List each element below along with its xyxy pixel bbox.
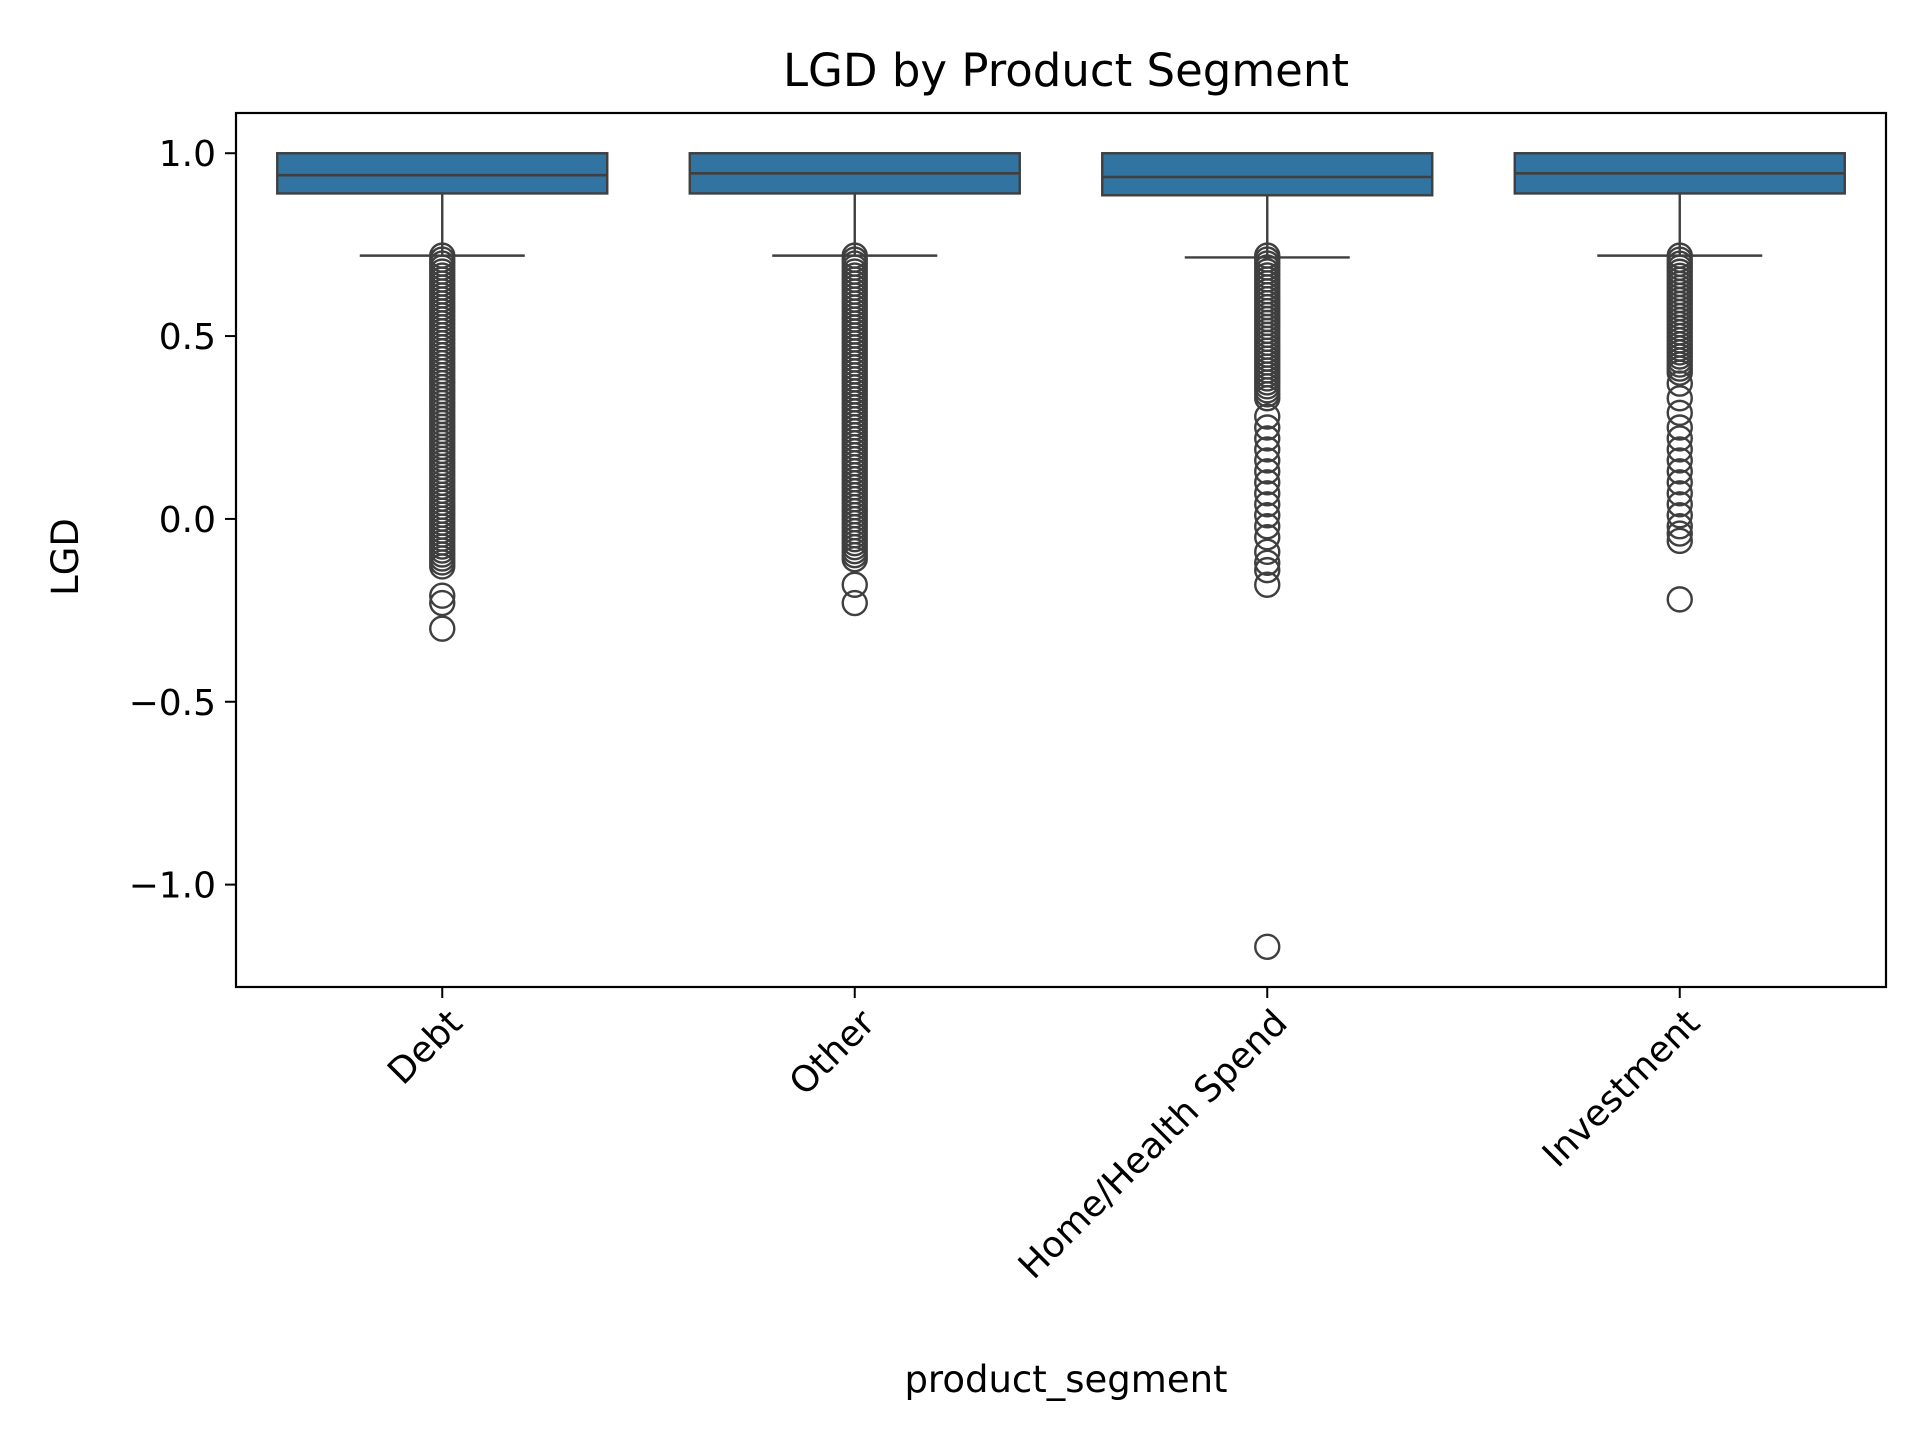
outlier-point [1666,480,1693,507]
outlier-point [1666,502,1693,529]
y-tick-label: 0.5 [159,317,216,358]
outlier-point [1254,480,1281,507]
outlier-point [1254,425,1281,452]
outlier-point [1254,469,1281,496]
outlier-point [1666,520,1693,547]
outlier-point [429,589,456,617]
box-iqr-home-health-spend [1101,152,1434,197]
x-axis-label: product_segment [904,1358,1227,1401]
outlier-point [1254,491,1281,518]
chart-title: LGD by Product Segment [783,44,1349,97]
outlier-point [1254,414,1281,441]
plot-frame [234,111,1888,989]
box-iqr-debt [276,152,609,195]
y-tick-label: −1.0 [129,866,216,907]
outlier-point [1254,538,1281,566]
outlier-point [1254,556,1281,584]
outlier-point [429,582,456,609]
outlier-point [1666,458,1693,485]
outlier-point [1666,469,1693,496]
outlier-point [1666,370,1693,397]
outlier-point [1666,527,1693,555]
outlier-point [429,615,456,642]
outlier-point [1666,436,1693,463]
y-tick-label: 0.0 [159,500,216,541]
outlier-point [1666,447,1693,474]
outlier-point [1254,524,1281,551]
outlier-point [1666,425,1693,452]
outlier-point [1254,513,1281,540]
outlier-point [1254,447,1281,474]
y-tick-label: 1.0 [159,134,216,175]
outlier-point [841,589,868,617]
outlier-point [1254,571,1281,598]
outlier-point [1254,502,1281,529]
outlier-point [1666,586,1693,613]
y-tick-label: −0.5 [129,683,216,724]
outlier-point [1254,458,1281,485]
outlier-point [1666,414,1693,441]
outlier-point [1254,549,1281,576]
outlier-point [1666,399,1693,427]
outlier-point [1666,385,1693,412]
outlier-point [1666,491,1693,518]
outlier-point [1254,436,1281,463]
outlier-point [1254,933,1281,960]
y-axis-label: LGD [44,518,87,596]
outlier-point [1254,403,1281,430]
outlier-point [1666,513,1693,540]
outlier-point [841,571,868,598]
